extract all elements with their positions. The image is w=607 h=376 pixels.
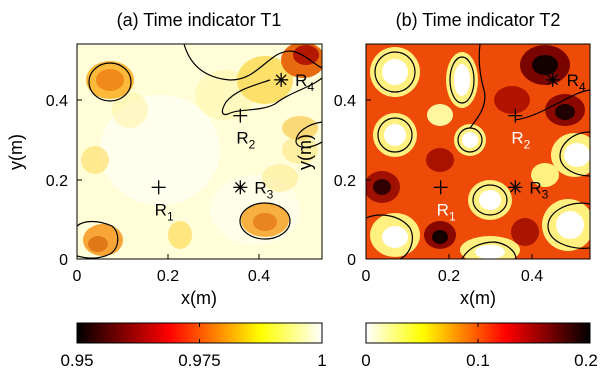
y-tick-label: 0.2 — [46, 173, 68, 190]
panel-b-ylabel: y(m) — [295, 134, 315, 170]
panel-b-frame — [365, 43, 591, 260]
receiver-marker — [274, 72, 289, 87]
y-tick-label: 0.4 — [46, 93, 68, 110]
panel-a-frame — [76, 43, 323, 260]
y-tick-label: 0.2 — [334, 173, 356, 190]
x-tick-label: 0.4 — [248, 268, 270, 285]
y-tick-label: 0 — [59, 252, 68, 269]
panel-a-title: (a) Time indicator T1 — [117, 10, 282, 30]
colorbar-a-tick-label: 1 — [317, 351, 326, 370]
receiver-marker — [233, 180, 248, 195]
panel-a-ylabel: y(m) — [6, 134, 26, 170]
panel-a-contours — [77, 44, 322, 259]
colorbar-b-tick-label: 0.2 — [574, 351, 598, 370]
colorbar-a-tick-label: 0.95 — [60, 351, 93, 370]
receiver-label: R3 — [529, 178, 548, 201]
colorbar-a-tick-label: 0.975 — [178, 351, 221, 370]
colorbar-b-tick-label: 0.1 — [466, 351, 490, 370]
receiver-label: R3 — [254, 178, 273, 201]
receiver-marker — [433, 180, 448, 195]
y-tick-label: 0 — [347, 252, 356, 269]
receiver-marker — [508, 180, 523, 195]
x-tick-label: 0.2 — [438, 268, 460, 285]
panel-b-contours — [366, 44, 590, 259]
panel-a: (a) Time indicator T1 — [6, 10, 327, 370]
panel-a-heatmap — [77, 44, 322, 259]
panel-a-ticks: 0 0.2 0.4 0 0.2 0.4 — [46, 93, 270, 285]
x-tick-label: 0 — [73, 268, 82, 285]
panel-a-markers: R1 R2 R3 R4 — [151, 71, 314, 223]
receiver-label: R4 — [567, 71, 586, 94]
y-tick-label: 0.4 — [334, 93, 356, 110]
receiver-marker — [233, 108, 248, 123]
panel-b-markers: R1 R2 R3 R4 — [433, 71, 586, 223]
receiver-label: R2 — [511, 129, 530, 152]
panel-b-ticks: 0 0.2 0.4 0 0.2 0.4 — [334, 93, 543, 285]
colorbar-b-tick-label: 0 — [361, 351, 370, 370]
receiver-marker — [151, 180, 166, 195]
receiver-label: R1 — [437, 200, 456, 223]
receiver-label: R1 — [155, 200, 174, 223]
receiver-marker — [508, 108, 523, 123]
receiver-label: R2 — [236, 129, 255, 152]
colorbar-a: 0.95 0.975 1 — [60, 322, 327, 370]
panel-a-xlabel: x(m) — [181, 288, 217, 308]
colorbar-b: 0 0.1 0.2 — [361, 322, 598, 370]
receiver-marker — [545, 72, 560, 87]
panel-b-title: (b) Time indicator T2 — [396, 10, 561, 30]
x-tick-label: 0.2 — [157, 268, 179, 285]
x-tick-label: 0 — [362, 268, 371, 285]
x-tick-label: 0.4 — [521, 268, 543, 285]
panel-b: (b) Time indicator T2 — [295, 10, 598, 370]
panel-b-xlabel: x(m) — [460, 288, 496, 308]
panel-b-heatmap — [366, 44, 590, 259]
receiver-label: R4 — [295, 71, 314, 94]
